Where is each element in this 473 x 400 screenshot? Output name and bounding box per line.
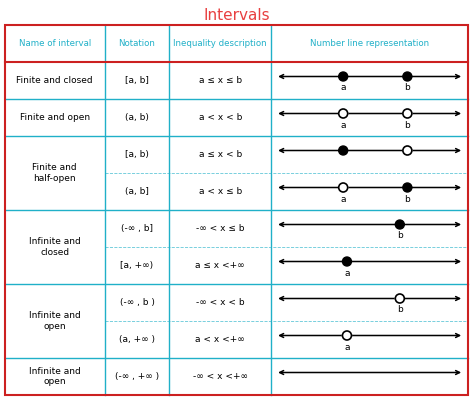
Text: Finite and closed: Finite and closed — [17, 76, 93, 85]
Circle shape — [339, 183, 348, 192]
Text: Notation: Notation — [119, 39, 156, 48]
Text: b: b — [404, 194, 410, 204]
Text: a ≤ x <+∞: a ≤ x <+∞ — [195, 261, 245, 270]
Text: a: a — [341, 194, 346, 204]
Text: [a, b): [a, b) — [125, 150, 149, 159]
Text: (a, +∞ ): (a, +∞ ) — [119, 335, 155, 344]
Circle shape — [342, 331, 351, 340]
Circle shape — [342, 257, 351, 266]
Circle shape — [339, 72, 348, 81]
Text: [a, +∞): [a, +∞) — [121, 261, 154, 270]
Circle shape — [395, 294, 404, 303]
Text: b: b — [397, 306, 403, 314]
Text: b: b — [404, 84, 410, 92]
Circle shape — [403, 146, 412, 155]
Text: (-∞ , b ): (-∞ , b ) — [120, 298, 154, 307]
Text: a < x ≤ b: a < x ≤ b — [199, 187, 242, 196]
Text: -∞ < x ≤ b: -∞ < x ≤ b — [196, 224, 245, 233]
Text: a: a — [344, 342, 350, 352]
Text: Name of interval: Name of interval — [18, 39, 91, 48]
Text: (-∞ , b]: (-∞ , b] — [121, 224, 153, 233]
Circle shape — [403, 109, 412, 118]
Text: -∞ < x <+∞: -∞ < x <+∞ — [193, 372, 248, 381]
Text: Number line representation: Number line representation — [310, 39, 429, 48]
Text: a: a — [341, 84, 346, 92]
Text: Infinite and
open: Infinite and open — [29, 311, 81, 331]
Text: b: b — [404, 120, 410, 130]
Text: a ≤ x < b: a ≤ x < b — [199, 150, 242, 159]
Text: (-∞ , +∞ ): (-∞ , +∞ ) — [115, 372, 159, 381]
Text: Inequality description: Inequality description — [174, 39, 267, 48]
Text: a < x < b: a < x < b — [199, 113, 242, 122]
Circle shape — [339, 109, 348, 118]
Text: b: b — [397, 232, 403, 240]
Text: [a, b]: [a, b] — [125, 76, 149, 85]
Text: a < x <+∞: a < x <+∞ — [195, 335, 245, 344]
Text: Infinite and
open: Infinite and open — [29, 367, 81, 386]
Text: Finite and
half-open: Finite and half-open — [33, 163, 77, 183]
Circle shape — [395, 220, 404, 229]
Text: Intervals: Intervals — [203, 8, 270, 22]
Text: (a, b): (a, b) — [125, 113, 149, 122]
Circle shape — [403, 72, 412, 81]
Text: a ≤ x ≤ b: a ≤ x ≤ b — [199, 76, 242, 85]
Text: (a, b]: (a, b] — [125, 187, 149, 196]
Text: a: a — [344, 268, 350, 278]
Text: Infinite and
closed: Infinite and closed — [29, 237, 81, 257]
Text: Finite and open: Finite and open — [20, 113, 90, 122]
Text: a: a — [341, 120, 346, 130]
Circle shape — [403, 183, 412, 192]
Circle shape — [339, 146, 348, 155]
Text: -∞ < x < b: -∞ < x < b — [196, 298, 245, 307]
